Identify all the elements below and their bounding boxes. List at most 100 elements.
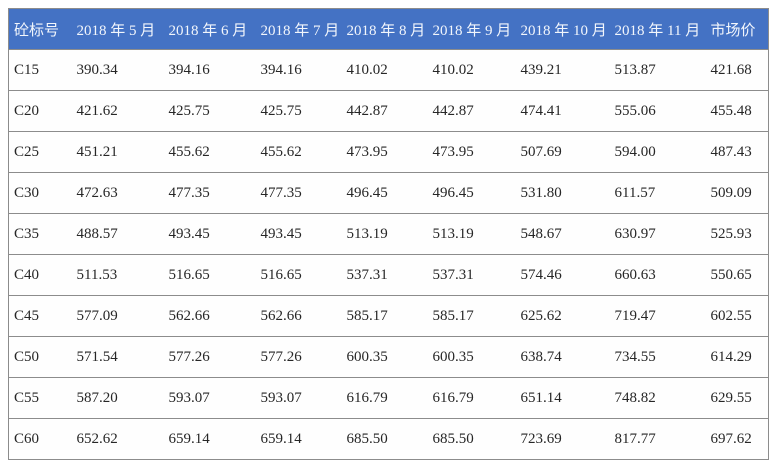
price-cell: 513.19: [424, 213, 513, 255]
price-cell: 638.74: [512, 336, 607, 378]
price-cell: 748.82: [606, 377, 703, 419]
price-cell: 574.46: [512, 254, 607, 296]
row-grade: C30: [8, 172, 69, 214]
table-row: C45 577.09 562.66 562.66 585.17 585.17 625.62 7…: [8, 295, 769, 337]
price-cell: 659.14: [252, 418, 339, 460]
price-cell: 421.62: [68, 90, 161, 132]
price-cell: 611.57: [606, 172, 703, 214]
price-cell: 614.29: [702, 336, 769, 378]
price-cell: 410.02: [424, 49, 513, 91]
table-body: C15 390.34 394.16 394.16 410.02 410.02 439.21 5…: [8, 49, 769, 460]
price-cell: 425.75: [252, 90, 339, 132]
price-cell: 455.62: [160, 131, 253, 173]
price-cell: 817.77: [606, 418, 703, 460]
table-row: C35 488.57 493.45 493.45 513.19 513.19 548.67 6…: [8, 213, 769, 255]
header-row: 砼标号 2018 年 5 月 2018 年 6 月 2018 年 7 月 2018 年 …: [8, 8, 769, 50]
page: 砼标号 2018 年 5 月 2018 年 6 月 2018 年 7 月 2018 年 …: [8, 8, 769, 460]
column-header: 砼标号: [8, 8, 69, 50]
price-cell: 496.45: [424, 172, 513, 214]
price-cell: 562.66: [160, 295, 253, 337]
price-cell: 723.69: [512, 418, 607, 460]
price-cell: 507.69: [512, 131, 607, 173]
column-header: 2018 年 10 月: [512, 8, 607, 50]
price-cell: 531.80: [512, 172, 607, 214]
row-grade: C60: [8, 418, 69, 460]
table-row: C25 451.21 455.62 455.62 473.95 473.95 507.69 5…: [8, 131, 769, 173]
price-cell: 652.62: [68, 418, 161, 460]
price-cell: 577.26: [160, 336, 253, 378]
price-cell: 625.62: [512, 295, 607, 337]
price-cell: 394.16: [160, 49, 253, 91]
price-cell: 593.07: [160, 377, 253, 419]
price-cell: 659.14: [160, 418, 253, 460]
table-row: C55 587.20 593.07 593.07 616.79 616.79 651.14 7…: [8, 377, 769, 419]
price-cell: 550.65: [702, 254, 769, 296]
price-cell: 455.48: [702, 90, 769, 132]
price-cell: 651.14: [512, 377, 607, 419]
price-cell: 442.87: [338, 90, 425, 132]
price-cell: 548.67: [512, 213, 607, 255]
row-grade: C15: [8, 49, 69, 91]
column-header: 2018 年 11 月: [606, 8, 703, 50]
price-cell: 421.68: [702, 49, 769, 91]
price-cell: 555.06: [606, 90, 703, 132]
price-cell: 493.45: [160, 213, 253, 255]
price-cell: 425.75: [160, 90, 253, 132]
price-cell: 685.50: [424, 418, 513, 460]
price-cell: 477.35: [160, 172, 253, 214]
price-cell: 630.97: [606, 213, 703, 255]
price-table: 砼标号 2018 年 5 月 2018 年 6 月 2018 年 7 月 2018 年 …: [8, 8, 769, 460]
price-cell: 516.65: [160, 254, 253, 296]
price-cell: 488.57: [68, 213, 161, 255]
price-cell: 562.66: [252, 295, 339, 337]
price-cell: 616.79: [338, 377, 425, 419]
row-grade: C45: [8, 295, 69, 337]
price-cell: 734.55: [606, 336, 703, 378]
price-cell: 571.54: [68, 336, 161, 378]
price-cell: 394.16: [252, 49, 339, 91]
price-cell: 442.87: [424, 90, 513, 132]
price-cell: 719.47: [606, 295, 703, 337]
price-cell: 473.95: [338, 131, 425, 173]
price-cell: 516.65: [252, 254, 339, 296]
row-grade: C20: [8, 90, 69, 132]
price-cell: 600.35: [424, 336, 513, 378]
row-grade: C25: [8, 131, 69, 173]
price-cell: 602.55: [702, 295, 769, 337]
row-grade: C55: [8, 377, 69, 419]
price-cell: 513.87: [606, 49, 703, 91]
price-cell: 585.17: [338, 295, 425, 337]
price-cell: 493.45: [252, 213, 339, 255]
price-cell: 496.45: [338, 172, 425, 214]
price-cell: 577.26: [252, 336, 339, 378]
price-cell: 600.35: [338, 336, 425, 378]
price-cell: 390.34: [68, 49, 161, 91]
table-row: C20 421.62 425.75 425.75 442.87 442.87 474.41 5…: [8, 90, 769, 132]
price-cell: 439.21: [512, 49, 607, 91]
price-cell: 487.43: [702, 131, 769, 173]
price-cell: 509.09: [702, 172, 769, 214]
price-cell: 525.93: [702, 213, 769, 255]
table-row: C60 652.62 659.14 659.14 685.50 685.50 723.69 8…: [8, 418, 769, 460]
price-cell: 660.63: [606, 254, 703, 296]
column-header: 2018 年 9 月: [424, 8, 513, 50]
price-cell: 585.17: [424, 295, 513, 337]
price-cell: 477.35: [252, 172, 339, 214]
price-cell: 577.09: [68, 295, 161, 337]
table-row: C15 390.34 394.16 394.16 410.02 410.02 439.21 5…: [8, 49, 769, 91]
column-header: 市场价: [702, 8, 769, 50]
column-header: 2018 年 7 月: [252, 8, 339, 50]
column-header: 2018 年 6 月: [160, 8, 253, 50]
column-header: 2018 年 8 月: [338, 8, 425, 50]
price-cell: 629.55: [702, 377, 769, 419]
price-cell: 513.19: [338, 213, 425, 255]
price-cell: 511.53: [68, 254, 161, 296]
price-cell: 537.31: [338, 254, 425, 296]
row-grade: C35: [8, 213, 69, 255]
price-cell: 593.07: [252, 377, 339, 419]
price-cell: 455.62: [252, 131, 339, 173]
price-cell: 451.21: [68, 131, 161, 173]
price-cell: 685.50: [338, 418, 425, 460]
column-header: 2018 年 5 月: [68, 8, 161, 50]
price-cell: 410.02: [338, 49, 425, 91]
